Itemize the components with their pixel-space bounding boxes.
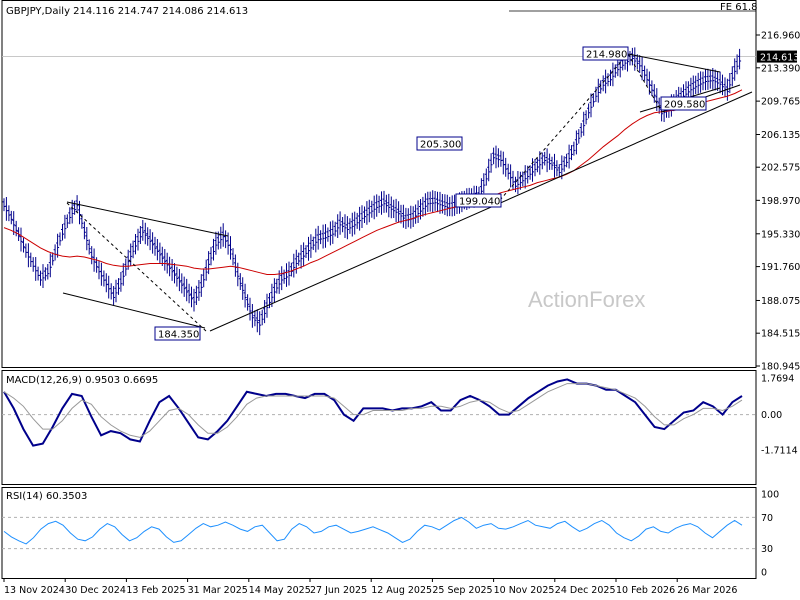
trendline <box>66 201 229 237</box>
watermark: ActionForex <box>528 287 645 312</box>
macd-tick-label: -1.7114 <box>761 446 798 457</box>
price-level-label: 205.300 <box>420 140 461 151</box>
rsi-title: RSI(14) 60.3503 <box>6 491 87 502</box>
price-tick-label: 202.575 <box>761 163 800 174</box>
price-level-box <box>455 193 502 208</box>
x-tick-label: 24 Dec 2025 <box>555 585 616 596</box>
x-tick-label: 30 Dec 2024 <box>65 585 126 596</box>
rsi-panel <box>1 487 757 579</box>
x-tick-label: 12 Aug 2025 <box>371 585 432 596</box>
price-level-box <box>154 326 201 341</box>
macd-plot <box>2 378 756 447</box>
price-tick-label: 180.945 <box>761 362 800 373</box>
price-tick-label: 191.760 <box>761 262 800 273</box>
macd-line <box>3 378 743 447</box>
trendline <box>62 292 206 329</box>
price-tick-label: 188.075 <box>761 296 800 307</box>
macd-title: MACD(12,26,9) 0.9503 0.6695 <box>6 375 158 386</box>
trendline <box>66 202 207 332</box>
x-tick-label: 31 Mar 2025 <box>188 585 248 596</box>
fe-label: FE 61.8 <box>720 2 758 13</box>
x-tick-label: 14 May 2025 <box>249 585 311 596</box>
price-level-label: 209.580 <box>664 100 705 111</box>
macd-panel <box>1 370 757 485</box>
axes: 216.960 213.390 209.765 206.135 202.575 198.9… <box>3 31 800 596</box>
rsi-tick-label: 70 <box>761 513 773 524</box>
trendline <box>627 53 721 73</box>
price-level-label: 184.350 <box>158 330 199 341</box>
x-tick-label: 25 Sep 2025 <box>432 585 492 596</box>
price-plot: 214.980 205.300 209.580 199.040 184.350 <box>2 10 756 341</box>
x-tick-label: 10 Nov 2025 <box>494 585 555 596</box>
price-bars <box>2 47 742 336</box>
rsi-tick-label: 100 <box>761 490 779 501</box>
price-level-label: 214.980 <box>586 50 627 61</box>
price-tick-label: 198.970 <box>761 196 800 207</box>
macd-signal-line <box>3 383 743 438</box>
x-tick-label: 26 Mar 2026 <box>677 585 737 596</box>
price-tick-label: 184.515 <box>761 329 800 340</box>
macd-tick-label: 0.00 <box>761 410 782 421</box>
price-level-label: 199.040 <box>459 197 500 208</box>
rsi-plot <box>2 516 756 550</box>
price-panel <box>1 0 757 368</box>
rsi-tick-label: 30 <box>761 544 773 555</box>
price-level-box <box>416 136 463 151</box>
price-tick-label: 216.960 <box>761 31 800 42</box>
price-tick-label: 213.390 <box>761 63 800 74</box>
x-tick-label: 27 Jun 2025 <box>310 585 367 596</box>
current-price-tag <box>757 50 797 63</box>
x-tick-label: 13 Feb 2025 <box>126 585 185 596</box>
x-tick-label: 10 Feb 2026 <box>616 585 675 596</box>
price-level-box <box>660 96 707 111</box>
trendline <box>209 91 753 332</box>
chart-title: GBPJPY,Daily 214.116 214.747 214.086 214… <box>6 6 248 17</box>
price-tick-label: 209.765 <box>761 97 800 108</box>
rsi-line <box>3 516 743 545</box>
moving-average-line <box>3 89 743 275</box>
price-level-box <box>582 46 629 61</box>
current-price-label: 214.613 <box>760 53 799 64</box>
price-tick-label: 206.135 <box>761 130 800 141</box>
macd-tick-label: 1.7694 <box>761 374 794 385</box>
rsi-tick-label: 0 <box>761 568 767 579</box>
trendline <box>499 53 629 201</box>
x-tick-label: 13 Nov 2024 <box>4 585 65 596</box>
trendline <box>627 53 663 113</box>
price-tick-label: 195.330 <box>761 229 800 240</box>
